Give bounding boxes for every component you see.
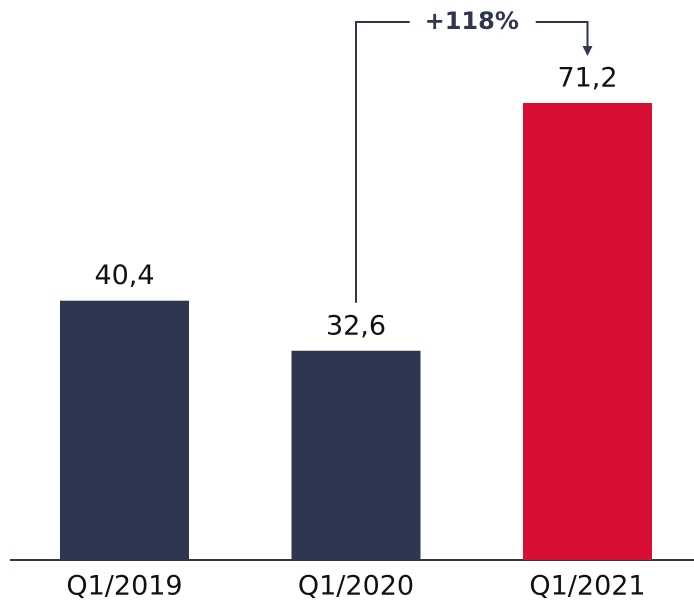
bar	[523, 103, 652, 560]
annotation-arrow	[535, 21, 593, 56]
value-label: 40,4	[94, 260, 154, 291]
x-tick-label: Q1/2019	[66, 571, 182, 602]
annotation-line	[355, 21, 410, 303]
bar	[291, 350, 421, 560]
x-tick-label: Q1/2020	[298, 571, 414, 602]
value-label: 71,2	[557, 63, 617, 94]
bar	[60, 300, 189, 560]
x-tick-label: Q1/2021	[529, 571, 645, 602]
annotation: +118%	[425, 7, 519, 35]
value-label: 32,6	[326, 310, 386, 341]
